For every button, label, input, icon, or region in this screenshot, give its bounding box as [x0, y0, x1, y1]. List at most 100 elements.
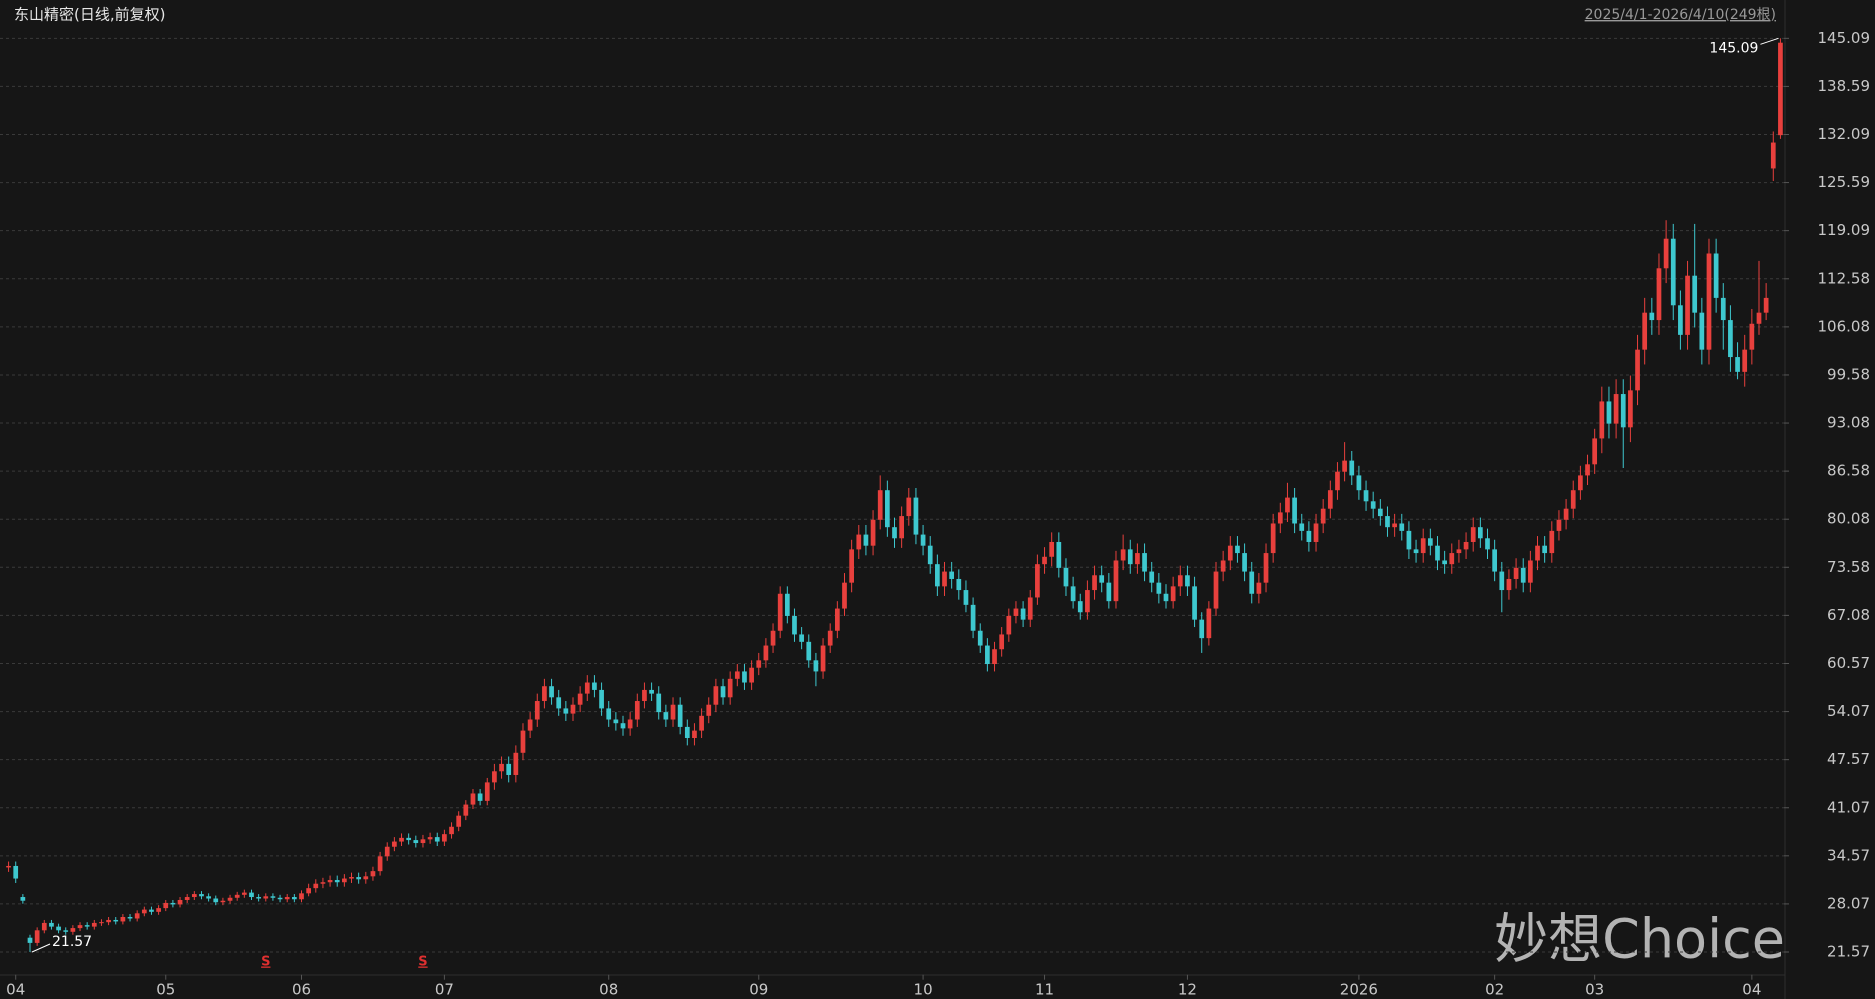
- candle-body: [456, 815, 462, 827]
- candle-body: [742, 671, 747, 683]
- candle-body: [627, 719, 633, 729]
- candle-body: [1778, 42, 1783, 136]
- candle-body: [177, 899, 183, 905]
- candle-body: [392, 841, 397, 847]
- candle-body: [884, 490, 890, 528]
- candle-body: [1399, 523, 1405, 531]
- candle-body: [642, 689, 647, 702]
- candle-body: [1749, 323, 1755, 350]
- x-tick-label: 09: [749, 981, 768, 999]
- y-tick-label: 73.58: [1827, 558, 1870, 576]
- candle-body: [256, 897, 261, 899]
- candle-body: [1406, 530, 1412, 550]
- candle-body: [127, 917, 133, 919]
- x-tick-label: 10: [914, 981, 933, 999]
- candle-body: [1485, 538, 1490, 550]
- candle-body: [649, 689, 654, 694]
- candle-body: [306, 888, 312, 894]
- candle-body: [1242, 553, 1247, 572]
- x-tick-label: 12: [1178, 981, 1197, 999]
- candle-body: [1170, 586, 1176, 602]
- candle-body: [620, 723, 626, 729]
- candle-body: [1456, 549, 1462, 554]
- candle-body: [613, 719, 619, 724]
- candle-body: [191, 894, 197, 898]
- candle-body: [56, 926, 61, 931]
- candle-body: [1542, 545, 1548, 554]
- candle-body: [963, 590, 969, 605]
- y-tick-label: 21.57: [1827, 942, 1870, 960]
- candle-body: [592, 682, 597, 690]
- x-tick-label: 07: [435, 981, 454, 999]
- candle-body: [556, 697, 562, 709]
- candle-body: [1370, 501, 1376, 509]
- candle-body: [1206, 608, 1212, 639]
- candle-body: [1292, 497, 1297, 524]
- candle-body: [1377, 508, 1383, 517]
- candle-body: [1413, 549, 1419, 554]
- candle-body: [1185, 575, 1190, 587]
- y-tick-label: 80.08: [1827, 510, 1870, 528]
- x-tick-label: 05: [156, 981, 175, 999]
- candle-body: [1056, 541, 1062, 568]
- candle-body: [692, 730, 697, 738]
- candle-body: [770, 630, 776, 646]
- candle-body: [1249, 571, 1255, 594]
- candle-body: [1077, 601, 1083, 613]
- candle-body: [1342, 460, 1347, 472]
- candle-body: [1499, 571, 1505, 591]
- candle-body: [1656, 268, 1662, 321]
- candle-body: [384, 846, 390, 857]
- candle-body: [1720, 297, 1726, 321]
- candle-body: [549, 686, 554, 698]
- candle-body: [320, 882, 326, 884]
- candle-body: [113, 919, 119, 922]
- candle-body: [1349, 460, 1355, 476]
- candle-body: [1113, 560, 1119, 602]
- candle-body: [877, 490, 883, 520]
- signal-marker: S: [261, 955, 270, 970]
- y-tick-label: 112.58: [1818, 269, 1871, 287]
- candle-body: [1442, 560, 1447, 565]
- candle-body: [1506, 578, 1512, 591]
- candle-body: [13, 865, 19, 879]
- y-tick-label: 99.58: [1827, 365, 1870, 383]
- candle-body: [892, 527, 897, 539]
- y-tick-label: 106.08: [1818, 317, 1871, 335]
- y-tick-label: 145.09: [1818, 29, 1871, 47]
- candle-body: [141, 909, 147, 914]
- candle-body: [1599, 401, 1605, 439]
- candle-body: [956, 578, 962, 591]
- max-label: 145.09: [1709, 40, 1758, 56]
- candle-body: [1699, 312, 1705, 350]
- candle-body: [70, 928, 76, 932]
- candle-body: [599, 689, 604, 709]
- candle-body: [784, 593, 790, 616]
- candle-body: [156, 908, 161, 912]
- candle-body: [41, 922, 47, 931]
- candle-body: [1692, 275, 1698, 313]
- candle-body: [1092, 575, 1097, 591]
- y-tick-label: 67.08: [1827, 606, 1870, 624]
- candle-body: [399, 837, 404, 842]
- candle-body: [442, 834, 447, 842]
- candle-body: [499, 763, 504, 772]
- candle-body: [856, 534, 862, 550]
- candle-body: [1156, 582, 1162, 594]
- candle-body: [213, 898, 219, 903]
- candle-body: [1313, 523, 1319, 542]
- candle-body: [1477, 527, 1483, 539]
- candle-body: [634, 701, 640, 720]
- candle-body: [913, 497, 919, 535]
- candle-body: [91, 922, 97, 927]
- candle-body: [870, 519, 876, 546]
- candle-body: [484, 782, 490, 801]
- candle-body: [713, 686, 719, 705]
- candle-body: [1192, 586, 1197, 620]
- candle-body: [1713, 253, 1719, 298]
- candle-body: [1106, 582, 1112, 602]
- candle-body: [1027, 597, 1033, 620]
- candle-body: [120, 917, 126, 922]
